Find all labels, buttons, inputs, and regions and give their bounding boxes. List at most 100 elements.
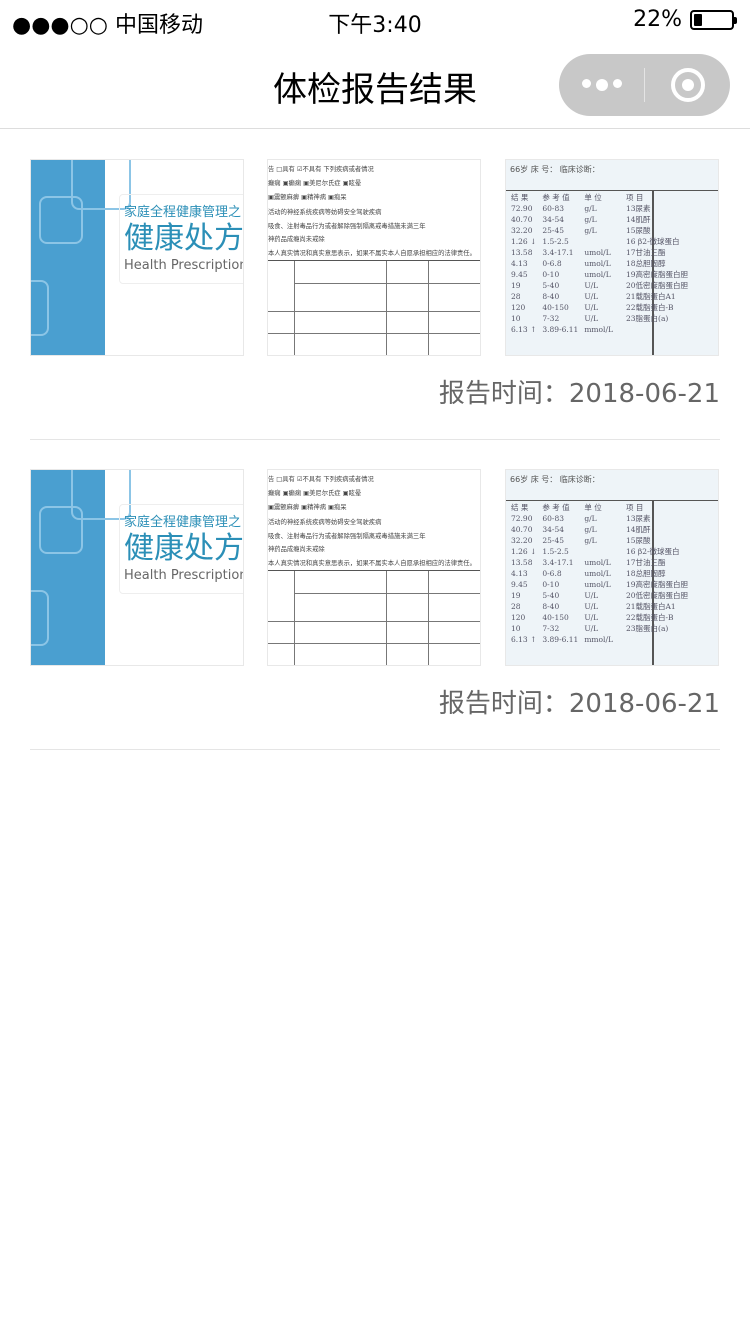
lab-cell: 14肌酐 <box>625 525 651 534</box>
lab-cell: 40-150 <box>542 613 569 622</box>
lab-cell: 8-40 <box>542 292 560 301</box>
lab-cell: 120 <box>511 303 526 312</box>
lab-cell: 21载脂蛋白A1 <box>625 292 676 301</box>
lab-cell: 14肌酐 <box>625 215 651 224</box>
lab-cell: 19高密度脂蛋白胆 <box>625 580 689 589</box>
lab-cell: umol/L <box>584 270 611 279</box>
lab-cell <box>616 634 691 645</box>
lab-cell: U/L <box>584 303 599 312</box>
lab-row: 28 8-40 U/L 21载脂蛋白A1 <box>508 601 691 612</box>
report-image-form[interactable]: 告 □具有 ☑不具有 下列疾病或者情况 癫痫 ▣癫痫 ▣美尼尔氏症 ▣眩晕 ▣震… <box>267 469 481 666</box>
lab-cell: 18总胆固醇 <box>625 259 666 268</box>
lab-cell <box>581 546 616 557</box>
close-icon[interactable] <box>645 68 730 102</box>
report-item[interactable]: 家庭全程健康管理之 健康处方 Health Prescription 告 □具有… <box>30 440 720 750</box>
lab-cell: 4.13 <box>511 569 528 578</box>
lab-cell: 21载脂蛋白A1 <box>625 602 676 611</box>
lab-cell: 4.13 <box>511 259 528 268</box>
lab-cell: 7-32 <box>542 314 560 323</box>
lab-cell: 19高密度脂蛋白胆 <box>625 270 689 279</box>
report-time: 报告时间：2018-06-21 <box>438 689 720 719</box>
lab-row: 4.13 0-6.8 umol/L 18总胆固醇 <box>508 258 691 269</box>
report-item[interactable]: 家庭全程健康管理之 健康处方 Health Prescription 告 □具有… <box>30 130 720 440</box>
report-image-lab-results[interactable]: 66岁 床 号： 临床诊断： 结 果参 考 值单 位项 目 72.90 60-83 g… <box>505 469 719 666</box>
lab-cell: 120 <box>511 613 526 622</box>
lab-cell: 9.45 <box>511 580 528 589</box>
lab-cell: 25-45 <box>542 226 564 235</box>
lab-row: 6.13 ↑ 3.89-6.11 mmol/L <box>508 324 691 335</box>
lab-cell: 23脂蛋白(a) <box>625 314 669 323</box>
lab-row: 10 7-32 U/L 23脂蛋白(a) <box>508 623 691 634</box>
lab-cell: mmol/L <box>584 325 613 334</box>
lab-cell: U/L <box>584 602 599 611</box>
lab-cell: 19 <box>511 281 521 290</box>
lab-row: 120 40-150 U/L 22载脂蛋白-B <box>508 302 691 313</box>
lab-cell: 10 <box>511 314 521 323</box>
lab-cell: 5-40 <box>542 591 560 600</box>
lab-cell: 参 考 值 <box>542 503 570 512</box>
report-image-form[interactable]: 告 □具有 ☑不具有 下列疾病或者情况 癫痫 ▣癫痫 ▣美尼尔氏症 ▣眩晕 ▣震… <box>267 159 481 356</box>
lab-cell: 单 位 <box>584 193 602 202</box>
lab-row: 72.90 60-83 g/L 13尿素 <box>508 203 691 214</box>
lab-cell: umol/L <box>584 558 611 567</box>
lab-cell: 18总胆固醇 <box>625 569 666 578</box>
lab-cell: 40-150 <box>542 303 569 312</box>
lab-cell: 32.20 <box>511 536 533 545</box>
report-time: 报告时间：2018-06-21 <box>438 379 720 409</box>
lab-cell: 17甘油三酯 <box>625 558 666 567</box>
nav-bar: 体检报告结果 <box>0 40 750 129</box>
lab-cell: 20低密度脂蛋白胆 <box>625 591 689 600</box>
lab-cell: 0-6.8 <box>542 569 562 578</box>
lab-cell: 1.5-2.5 <box>542 547 569 556</box>
lab-cell: 单 位 <box>584 503 602 512</box>
lab-cell: g/L <box>584 536 597 545</box>
divider <box>644 68 645 102</box>
lab-cell <box>616 324 691 335</box>
lab-cell: 15尿酸 <box>625 226 651 235</box>
lab-row: 9.45 0-10 umol/L 19高密度脂蛋白胆 <box>508 269 691 280</box>
lab-cell: 22载脂蛋白-B <box>625 303 674 312</box>
lab-row: 结 果参 考 值单 位项 目 <box>508 502 691 513</box>
lab-cell: 19 <box>511 591 521 600</box>
lab-cell: 1.5-2.5 <box>542 237 569 246</box>
lab-cell: umol/L <box>584 259 611 268</box>
report-image-lab-results[interactable]: 66岁 床 号： 临床诊断： 结 果参 考 值单 位项 目 72.90 60-83 g… <box>505 159 719 356</box>
lab-cell: 10 <box>511 624 521 633</box>
lab-row: 32.20 25-45 g/L 15尿酸 <box>508 225 691 236</box>
lab-row: 120 40-150 U/L 22载脂蛋白-B <box>508 612 691 623</box>
lab-cell: 参 考 值 <box>542 193 570 202</box>
lab-cell: 结 果 <box>511 193 529 202</box>
lab-cell: umol/L <box>584 248 611 257</box>
lab-cell: U/L <box>584 613 599 622</box>
lab-row: 72.90 60-83 g/L 13尿素 <box>508 513 691 524</box>
lab-cell: U/L <box>584 292 599 301</box>
lab-cell: 13尿素 <box>625 514 651 523</box>
report-image-health-prescription[interactable]: 家庭全程健康管理之 健康处方 Health Prescription <box>30 159 244 356</box>
lab-cell: U/L <box>584 314 599 323</box>
lab-cell: g/L <box>584 514 597 523</box>
battery-icon <box>690 9 737 30</box>
lab-cell: 15尿酸 <box>625 536 651 545</box>
lab-row: 结 果参 考 值单 位项 目 <box>508 192 691 203</box>
battery-percent: 22% <box>633 7 682 32</box>
lab-cell: 3.4-17.1 <box>542 248 574 257</box>
lab-cell: 3.89-6.11 <box>542 635 579 644</box>
lab-cell: 72.90 <box>511 514 533 523</box>
lab-row: 10 7-32 U/L 23脂蛋白(a) <box>508 313 691 324</box>
lab-cell: g/L <box>584 204 597 213</box>
lab-row: 4.13 0-6.8 umol/L 18总胆固醇 <box>508 568 691 579</box>
lab-cell: 5-40 <box>542 281 560 290</box>
lab-cell: 13尿素 <box>625 204 651 213</box>
report-image-health-prescription[interactable]: 家庭全程健康管理之 健康处方 Health Prescription <box>30 469 244 666</box>
lab-cell: 0-10 <box>542 270 560 279</box>
clock: 下午3:40 <box>328 13 422 38</box>
lab-cell: 3.89-6.11 <box>542 325 579 334</box>
lab-cell: 25-45 <box>542 536 564 545</box>
lab-cell: umol/L <box>584 580 611 589</box>
lab-cell: 20低密度脂蛋白胆 <box>625 281 689 290</box>
lab-cell: 16 β2-微球蛋白 <box>625 547 680 556</box>
lab-cell: 23脂蛋白(a) <box>625 624 669 633</box>
more-icon[interactable] <box>559 79 644 91</box>
lab-row: 9.45 0-10 umol/L 19高密度脂蛋白胆 <box>508 579 691 590</box>
lab-row: 6.13 ↑ 3.89-6.11 mmol/L <box>508 634 691 645</box>
